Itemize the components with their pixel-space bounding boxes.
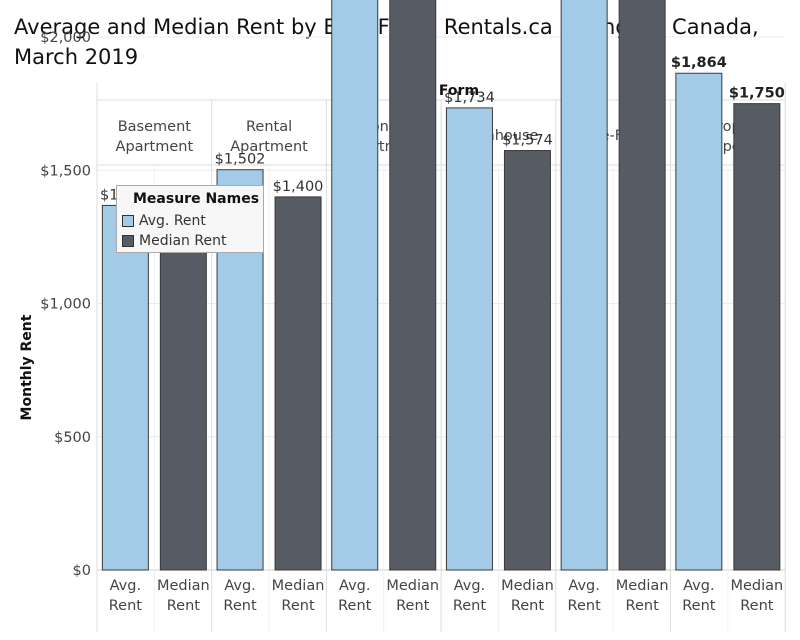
legend-item-median-rent[interactable]: Median Rent [122,233,226,249]
legend[interactable]: Measure Names Avg. Rent Median Rent [116,185,264,253]
x-tick-label: Rent [568,598,602,614]
legend-label-median-rent: Median Rent [139,233,227,249]
x-tick-label: Rent [740,598,774,614]
bar [274,196,322,571]
y-axis-title: Monthly Rent [19,314,35,420]
legend-label-avg-rent: Avg. Rent [139,213,206,229]
x-tick-label: Avg. [110,578,141,594]
x-tick-label: Median [386,578,439,594]
x-tick-label: Rent [281,598,315,614]
x-tick-label: Rent [109,598,143,614]
y-tick-label: $2,000 [40,30,91,46]
bar [618,0,666,571]
x-tick-label: Avg. [454,578,485,594]
legend-item-avg-rent[interactable]: Avg. Rent [122,213,206,229]
y-tick-label: $500 [54,430,91,446]
x-tick-label: Rent [396,598,430,614]
x-tick-label: Median [730,578,783,594]
x-tick-label: Avg. [568,578,599,594]
y-tick-label: $0 [73,563,91,579]
group-label: Rental [246,119,292,135]
data-label: $1,864 [671,55,727,71]
legend-swatch-median-rent [122,235,134,247]
bar [675,72,723,571]
group-label: Apartment [116,139,194,155]
bar [445,107,493,571]
x-tick-label: Median [501,578,554,594]
group-label: Basement [118,119,192,135]
x-tick-label: Avg. [339,578,370,594]
bar [331,0,379,571]
y-tick-label: $1,500 [40,163,91,179]
x-tick-label: Rent [453,598,487,614]
bar [101,204,149,571]
x-tick-label: Avg. [224,578,255,594]
x-tick-label: Rent [223,598,257,614]
bar [389,0,437,571]
x-tick-label: Rent [338,598,372,614]
x-tick-label: Rent [682,598,716,614]
data-label: $1,400 [273,179,324,195]
group-label: Apartment [230,139,308,155]
legend-title: Measure Names [133,191,260,207]
data-label: $1,750 [729,86,785,102]
data-label: $1,574 [502,133,553,149]
data-label: $1,734 [444,90,495,106]
x-tick-label: Rent [626,598,660,614]
bar [560,0,608,571]
data-label: $1,502 [215,152,266,168]
x-tick-label: Rent [167,598,201,614]
x-tick-label: Avg. [683,578,714,594]
x-tick-label: Rent [511,598,545,614]
bar [159,236,207,571]
x-tick-label: Median [157,578,210,594]
x-tick-label: Median [616,578,669,594]
x-tick-label: Median [272,578,325,594]
bar [733,103,781,571]
bar [503,150,551,571]
y-tick-label: $1,000 [40,297,91,313]
legend-swatch-avg-rent [122,215,134,227]
